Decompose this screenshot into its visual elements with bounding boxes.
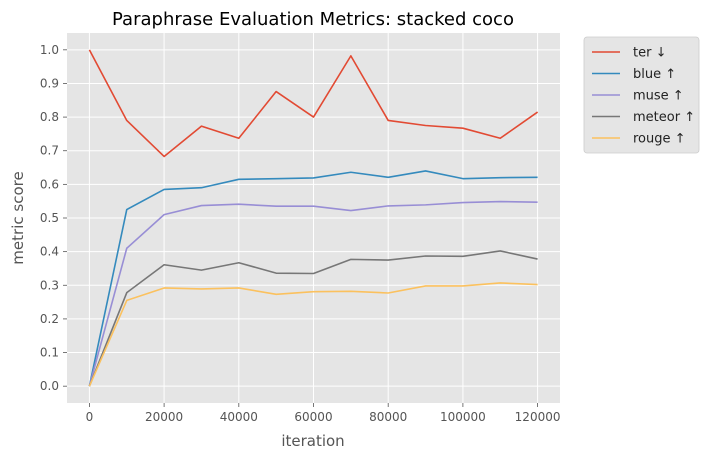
x-tick-label: 120000 [515,410,561,424]
x-tick-label: 60000 [294,410,332,424]
legend-label-rouge: rouge ↑ [633,132,686,147]
x-tick-label: 80000 [369,410,407,424]
y-tick-label: 0.6 [40,177,59,191]
y-tick-label: 0.7 [40,144,59,158]
series-line-meteor [88,250,538,387]
legend: ter ↓ blue ↑ muse ↑ meteor ↑ rouge ↑ [583,36,700,154]
legend-label-blue: blue ↑ [633,67,676,82]
series-lines [88,49,539,387]
y-tick-label: 0.5 [40,211,59,225]
legend-label-muse: muse ↑ [633,89,684,104]
legend-label-ter: ter ↓ [633,46,666,61]
series-line-blue [88,170,538,387]
y-tick-label: 0.2 [40,312,59,326]
legend-box [583,36,700,154]
y-tick-label: 0.1 [40,346,59,360]
tick-labels: 0 20000 40000 60000 80000 100000 120000 0.0 0.1 0… [40,43,561,424]
y-tick-label: 0.0 [40,379,59,393]
y-axis-label: metric score [9,171,27,264]
x-tick-label: 40000 [220,410,258,424]
y-tick-label: 0.9 [40,76,59,90]
x-tick-label: 100000 [440,410,486,424]
x-axis-label: iteration [281,432,344,450]
legend-label-meteor: meteor ↑ [633,110,695,125]
chart-title: Paraphrase Evaluation Metrics: stacked c… [112,9,514,30]
x-tick-label: 0 [86,410,94,424]
series-line-muse [88,200,538,387]
x-tick-label: 20000 [145,410,183,424]
series-line-rouge [88,282,538,387]
y-tick-label: 1.0 [40,43,59,57]
series-line-ter [88,49,539,158]
y-tick-label: 0.8 [40,110,59,124]
y-tick-label: 0.3 [40,278,59,292]
y-tick-label: 0.4 [40,245,59,259]
